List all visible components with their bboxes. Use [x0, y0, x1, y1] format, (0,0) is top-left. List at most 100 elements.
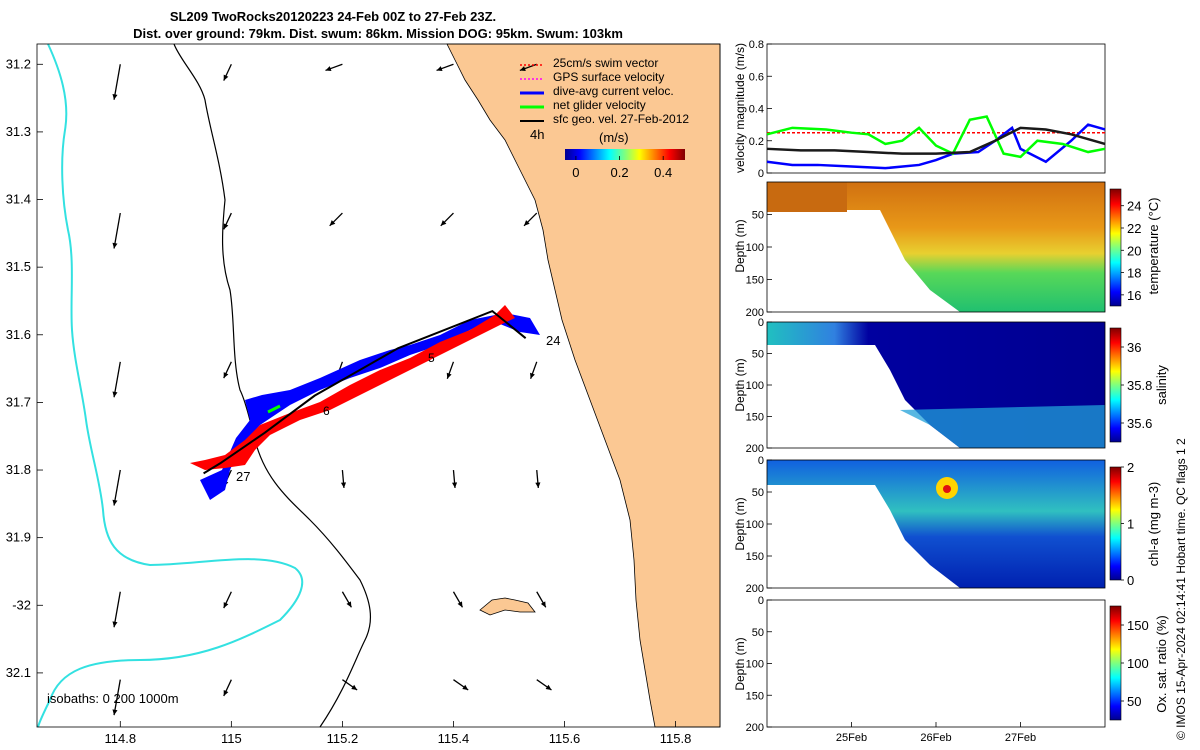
current-vector-head [223, 689, 229, 696]
current-vector-head [446, 372, 452, 379]
y-tick-label: 150 [746, 412, 764, 424]
cbar-tick-label: 18 [1127, 266, 1141, 281]
time-x-tick-label: 25Feb [836, 732, 867, 744]
map-y-tick-label: 32.1 [6, 665, 31, 680]
y-tick-label: 0 [758, 595, 764, 607]
map-y-tick-label: 31.8 [6, 462, 31, 477]
oxygen-colorbar-ticks: 50 100 150 [1121, 618, 1149, 709]
map-colorbar-tick-label: 0 [572, 165, 579, 180]
label-5: 5 [428, 351, 435, 365]
map-x-tick-label: 115.4 [438, 731, 470, 746]
chl-y-axis: 0 50 100 150 200 [746, 455, 772, 595]
map-x-tick-label: 115.2 [327, 731, 359, 746]
velocity-series-net-glider [766, 115, 1106, 159]
map-y-tick-label: 31.2 [6, 56, 31, 71]
current-vector-head [351, 684, 358, 690]
temperature-colorbar-ticks: 16 18 20 22 24 [1121, 199, 1141, 303]
y-tick-label: 150 [746, 275, 764, 287]
velocity-y-tick-label: 0.2 [749, 136, 764, 148]
map-colorbar-tick-label: 0.4 [654, 165, 672, 180]
map-legend: 25cm/s swim vector GPS surface velocity … [520, 56, 689, 180]
oxygen-colorbar [1109, 605, 1122, 721]
cbar-tick-label: 0 [1127, 573, 1134, 588]
cbar-tick-label: 50 [1127, 694, 1141, 709]
salinity-panel: 0 50 100 150 200 35.6 35.8 36 Depth (m) salini… [733, 317, 1169, 455]
oxygen-ylabel: Depth (m) [733, 637, 747, 690]
map-y-tick-label: -32 [12, 597, 31, 612]
current-vector [113, 212, 121, 249]
imos-footer: © IMOS 15-Apr-2024 02:14:41 Hobart time.… [1174, 438, 1188, 740]
time-x-tick-label: 26Feb [920, 732, 951, 744]
current-vector-head [112, 391, 118, 398]
temperature-panel: 50 100 150 200 16 18 20 22 24 Depth (m) tempera… [733, 181, 1161, 319]
cbar-tick-label: 24 [1127, 199, 1141, 214]
cbar-tick-label: 35.6 [1127, 416, 1152, 431]
map-x-tick-label: 115 [221, 731, 242, 746]
legend-sfc: sfc geo. vel. 27-Feb-2012 [553, 112, 689, 126]
y-tick-label: 150 [746, 551, 764, 563]
cbar-tick-label: 36 [1127, 340, 1141, 355]
y-tick-label: 150 [746, 690, 764, 702]
current-vector-head [112, 242, 118, 249]
map-y-axis: 31.2 31.3 31.4 31.5 31.6 31.7 31.8 31.9 -32 32.1 [6, 56, 43, 680]
salinity-colorbar [1109, 327, 1122, 443]
isobath-1000 [37, 43, 304, 728]
current-vector-head [325, 66, 332, 71]
salinity-ylabel: Depth (m) [733, 358, 747, 411]
map-colorbar [565, 149, 685, 160]
velocity-y-tick-label: 0.8 [749, 39, 764, 51]
title-line-2: Dist. over ground: 79km. Dist. swum: 86k… [133, 26, 623, 41]
y-tick-label: 50 [752, 487, 764, 499]
cbar-tick-label: 1 [1127, 517, 1134, 532]
net-glider-velocity-arrow [267, 404, 281, 414]
velocity-ylabel: velocity magnitude (m/s) [733, 43, 747, 173]
label-27: 27 [236, 469, 250, 484]
salinity-deep-layer [900, 405, 1105, 448]
current-vector [113, 64, 121, 100]
label-24: 24 [546, 333, 560, 348]
current-vector-head [440, 220, 447, 226]
legend-4h: 4h [530, 127, 544, 142]
isobaths-label: isobaths: 0 200 1000m [47, 691, 179, 706]
cbar-tick-label: 2 [1127, 460, 1134, 475]
temperature-warm-layer [767, 182, 847, 212]
map-y-tick-label: 31.7 [6, 394, 31, 409]
y-tick-label: 0 [758, 455, 764, 467]
temperature-colorbar [1109, 188, 1122, 307]
current-vector-head [462, 684, 469, 690]
label-6: 6 [323, 404, 330, 418]
current-vector [113, 591, 121, 628]
legend-swim: 25cm/s swim vector [553, 56, 658, 70]
map-x-tick-label: 115.6 [549, 731, 581, 746]
velocity-y-tick-label: 0.4 [749, 104, 764, 116]
legend-gps: GPS surface velocity [553, 70, 664, 84]
title-line-1: SL209 TwoRocks20120223 24-Feb 00Z to 27-… [170, 9, 496, 24]
current-vector-head [112, 499, 118, 506]
current-vector [113, 469, 121, 506]
legend-net: net glider velocity [553, 98, 646, 112]
chl-colorbar [1109, 466, 1122, 581]
salinity-cbar-label: salinity [1154, 365, 1169, 405]
current-vector-head [329, 220, 336, 226]
map-panel: 24 27 5 6 114.8 115 115.2 115.4 115.6 115.8 3… [6, 43, 721, 746]
y-tick-label: 200 [746, 307, 764, 319]
y-tick-label: 200 [746, 443, 764, 455]
colorbar-units: (m/s) [599, 130, 629, 145]
salinity-colorbar-ticks: 35.6 35.8 36 [1121, 340, 1152, 431]
current-vector-head [112, 621, 118, 628]
time-x-tick-label: 27Feb [1005, 732, 1036, 744]
temperature-ylabel: Depth (m) [733, 219, 747, 272]
oxygen-panel: 0 50 100 150 200 50 100 150 25Feb 26Feb 27Feb De… [733, 595, 1169, 744]
map-y-tick-label: 31.9 [6, 530, 31, 545]
map-colorbar-tick-label: 0.2 [611, 165, 629, 180]
map-y-tick-label: 31.4 [6, 192, 31, 207]
chl-cbar-label: chl-a (mg m-3) [1146, 482, 1161, 567]
current-vector-head [112, 93, 118, 100]
current-vector-swath [200, 313, 540, 500]
y-tick-label: 200 [746, 722, 764, 734]
chl-colorbar-ticks: 0 1 2 [1121, 460, 1134, 588]
temperature-cbar-label: temperature (°C) [1146, 198, 1161, 295]
temperature-y-axis: 50 100 150 200 [746, 210, 772, 319]
map-colorbar-ticks: 0 0.2 0.4 [572, 156, 672, 180]
temperature-field [767, 182, 1105, 312]
